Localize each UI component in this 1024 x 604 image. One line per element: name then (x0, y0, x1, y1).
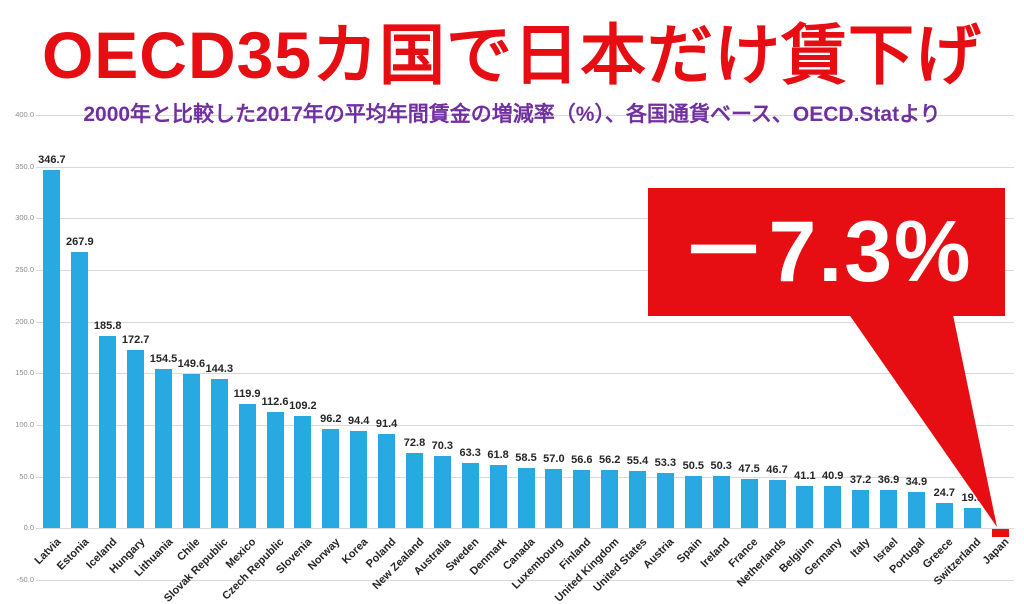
japan-callout: －7.3% (648, 188, 1005, 316)
bar (880, 490, 897, 529)
bar (573, 469, 591, 529)
y-axis-tick-label: 400.0 (15, 110, 34, 119)
bar (740, 479, 758, 529)
bar-value-label: 19.9 (961, 491, 983, 504)
bar (852, 489, 870, 529)
page-title: OECD35カ国で日本だけ賃下げ (41, 18, 983, 92)
bar-value-label: 112.6 (261, 396, 289, 408)
bar (601, 470, 619, 529)
bar-value-label: 119.9 (233, 388, 261, 401)
gridline (36, 373, 1014, 375)
y-axis-tick-label: 150.0 (15, 368, 34, 378)
bar-value-label: 172.7 (121, 333, 150, 346)
bar (406, 453, 423, 529)
bar-value-label: 63.3 (459, 446, 481, 459)
bar-value-label: 91.4 (375, 417, 398, 430)
bar (517, 467, 535, 529)
bar-value-label: 56.6 (571, 453, 593, 466)
bar-value-label: 144.3 (205, 363, 234, 376)
bar-value-label: 56.2 (598, 454, 621, 467)
bar (99, 336, 117, 529)
bar (768, 480, 786, 529)
bar-chart-plot-area: 400.0 350.0 300.0 250.0 200.0 150.0 100.0 50.0 0… (15, 110, 1014, 604)
gridline (36, 166, 1014, 168)
bar (127, 349, 145, 529)
bar (43, 170, 61, 529)
bar (378, 433, 396, 529)
bar (350, 430, 368, 529)
bar-value-label: 96.2 (320, 412, 342, 425)
bar (824, 486, 842, 529)
bar (712, 476, 730, 529)
bar-value-label: 55.4 (626, 455, 649, 468)
bar-value-label: 70.3 (431, 439, 453, 452)
gridline (36, 425, 1014, 426)
bar-value-label: 267.9 (66, 235, 94, 248)
y-axis-tick-label: 100.0 (15, 420, 34, 429)
bar (656, 473, 674, 529)
bar (545, 469, 563, 529)
japan-callout-value: －7.3% (680, 204, 973, 300)
y-axis-tick-label: 50.0 (19, 471, 34, 481)
bar (182, 373, 200, 529)
bar (210, 379, 228, 529)
bar (266, 412, 284, 529)
bar (155, 368, 172, 529)
bar-value-label: 61.8 (487, 448, 509, 461)
y-axis-tick-label: 200.0 (15, 316, 34, 326)
bar-value-label: 50.5 (682, 460, 704, 473)
bar-value-label: 154.5 (149, 352, 178, 365)
gridline (36, 321, 1014, 323)
bar-value-label: 40.9 (821, 470, 844, 483)
bar-value-label: 346.7 (38, 154, 66, 167)
bar (629, 471, 646, 529)
gridline (36, 580, 1014, 581)
gridline (36, 270, 1014, 271)
gridline (36, 218, 1014, 220)
y-axis-tick-label: 0.0 (23, 523, 34, 533)
bar (991, 529, 1009, 537)
bar (294, 415, 312, 529)
bar (963, 507, 981, 529)
bar-value-label: 46.7 (766, 464, 788, 477)
bar (433, 455, 451, 529)
bar (461, 462, 479, 529)
bar-value-label: 109.2 (289, 399, 317, 412)
y-axis-tick-label: 250.0 (15, 265, 34, 274)
bar-value-label: 47.5 (738, 463, 760, 476)
bar-value-label: 53.3 (654, 457, 677, 470)
bar-value-label: 58.5 (515, 451, 537, 464)
bar (489, 464, 507, 529)
bar-value-label: 185.8 (93, 320, 122, 333)
bar (796, 485, 814, 529)
bar (935, 502, 953, 529)
gridline (36, 115, 1014, 116)
bar (71, 251, 89, 529)
bar (322, 428, 340, 529)
y-axis-tick-label: 300.0 (15, 213, 34, 223)
bar (684, 476, 702, 529)
y-axis-tick-label: -50.0 (16, 575, 34, 584)
bar-value-label: 50.3 (710, 460, 732, 473)
bar-value-label: 149.6 (177, 357, 206, 370)
bar (238, 404, 256, 529)
bar-value-label: 41.1 (794, 469, 816, 482)
gridline (36, 528, 1014, 530)
bar-value-label: 57.0 (543, 453, 565, 466)
y-axis-tick-label: 350.0 (15, 161, 34, 171)
bar-value-label: 94.4 (347, 414, 370, 427)
chart-subtitle: 2000年と比較した2017年の平均年間賃金の増減率（%）、各国通貨ベース、OE… (83, 103, 941, 126)
bar-value-label: 72.8 (403, 437, 426, 450)
